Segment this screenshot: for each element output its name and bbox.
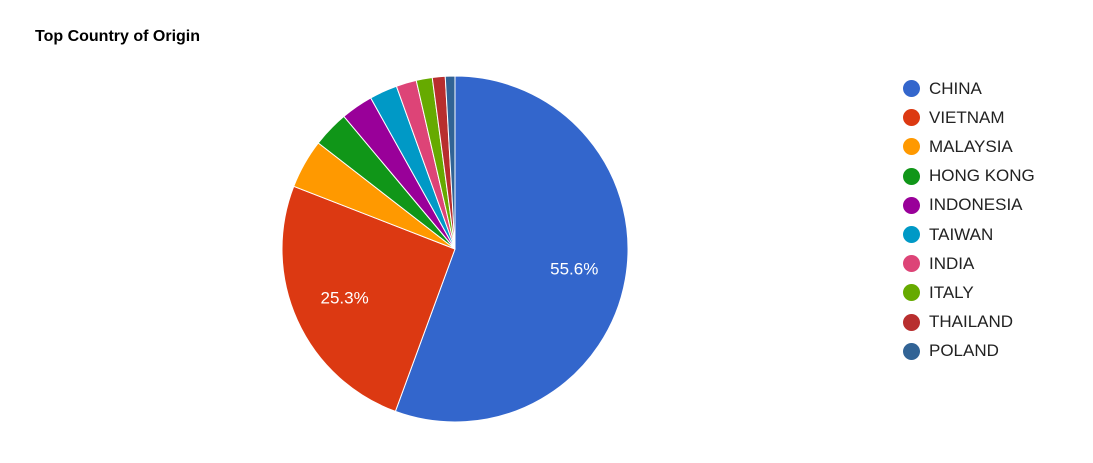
legend-label: ITALY <box>929 282 974 302</box>
legend-swatch <box>903 109 920 127</box>
legend-swatch <box>903 313 920 331</box>
legend-item[interactable]: THAILAND <box>903 308 1035 337</box>
legend-label: INDONESIA <box>929 195 1023 215</box>
legend-swatch <box>903 138 920 156</box>
legend-label: CHINA <box>929 78 982 98</box>
legend-item[interactable]: TAIWAN <box>903 220 1035 249</box>
legend-label: HONG KONG <box>929 166 1035 186</box>
legend-label: INDIA <box>929 253 975 273</box>
slice-data-label: 55.6% <box>550 260 598 279</box>
legend-item[interactable]: MALAYSIA <box>903 132 1035 161</box>
legend-item[interactable]: VIETNAM <box>903 103 1035 132</box>
legend-swatch <box>903 284 920 302</box>
legend-swatch <box>903 226 920 244</box>
pie-slice-vietnam[interactable] <box>281 185 456 413</box>
legend-swatch <box>903 80 920 98</box>
legend-item[interactable]: POLAND <box>903 337 1035 366</box>
legend-item[interactable]: CHINA <box>903 74 1035 103</box>
legend-swatch <box>903 167 920 185</box>
legend-swatch <box>903 196 920 214</box>
legend-label: MALAYSIA <box>929 136 1013 156</box>
slice-data-label: 25.3% <box>321 288 369 307</box>
chart-legend: CHINA VIETNAM MALAYSIA HONG KONG INDONESIA TA… <box>903 74 1035 366</box>
legend-label: VIETNAM <box>929 107 1005 127</box>
legend-item[interactable]: ITALY <box>903 278 1035 307</box>
legend-label: THAILAND <box>929 312 1014 332</box>
legend-label: TAIWAN <box>929 224 994 244</box>
legend-swatch <box>903 255 920 273</box>
chart-title: Top Country of Origin <box>35 28 201 45</box>
legend-item[interactable]: INDONESIA <box>903 191 1035 220</box>
legend-item[interactable]: INDIA <box>903 249 1035 278</box>
legend-label: POLAND <box>929 341 999 361</box>
pie-slice-poland[interactable] <box>444 75 456 250</box>
legend-swatch <box>903 342 920 360</box>
legend-item[interactable]: HONG KONG <box>903 162 1035 191</box>
pie-slice-china[interactable] <box>394 75 629 423</box>
